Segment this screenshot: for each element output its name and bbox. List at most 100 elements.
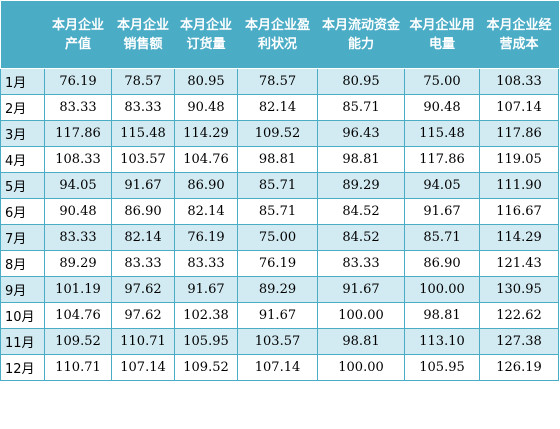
value-cell: 83.33: [317, 250, 405, 277]
value-cell: 96.43: [317, 120, 405, 147]
table-row: 9月 101.19 97.62 91.67 89.29 91.67 100.00 130.95: [0, 276, 559, 303]
value-cell: 109.52: [237, 120, 318, 147]
value-cell: 104.76: [44, 302, 112, 329]
table-row: 2月 83.33 83.33 90.48 82.14 85.71 90.48 107.14: [0, 94, 559, 121]
value-cell: 97.62: [111, 276, 175, 303]
value-cell: 76.19: [174, 224, 238, 251]
value-cell: 75.00: [237, 224, 318, 251]
month-cell: 5月: [0, 172, 45, 199]
value-cell: 109.52: [174, 354, 238, 381]
month-cell: 7月: [0, 224, 45, 251]
value-cell: 110.71: [44, 354, 112, 381]
value-cell: 110.71: [111, 328, 175, 355]
value-cell: 107.14: [111, 354, 175, 381]
value-cell: 108.33: [44, 146, 112, 173]
value-cell: 97.62: [111, 302, 175, 329]
value-cell: 98.81: [317, 146, 405, 173]
value-cell: 80.95: [317, 68, 405, 95]
value-cell: 84.52: [317, 224, 405, 251]
value-cell: 105.95: [174, 328, 238, 355]
value-cell: 85.71: [237, 198, 318, 225]
data-table: 本月企业产值 本月企业销售额 本月企业订货量 本月企业盈利状况 本月流动资金能力…: [0, 0, 559, 381]
value-cell: 105.95: [404, 354, 480, 381]
value-cell: 113.10: [404, 328, 480, 355]
header-operating-cost: 本月企业经营成本: [479, 0, 559, 69]
value-cell: 119.05: [479, 146, 559, 173]
month-cell: 3月: [0, 120, 45, 147]
value-cell: 90.48: [44, 198, 112, 225]
value-cell: 130.95: [479, 276, 559, 303]
value-cell: 103.57: [237, 328, 318, 355]
header-profitability: 本月企业盈利状况: [237, 0, 318, 69]
value-cell: 83.33: [111, 250, 175, 277]
value-cell: 104.76: [174, 146, 238, 173]
value-cell: 83.33: [44, 224, 112, 251]
table-row: 11月 109.52 110.71 105.95 103.57 98.81 113.10 12…: [0, 328, 559, 355]
value-cell: 76.19: [44, 68, 112, 95]
value-cell: 100.00: [317, 302, 405, 329]
value-cell: 126.19: [479, 354, 559, 381]
month-cell: 4月: [0, 146, 45, 173]
value-cell: 89.29: [44, 250, 112, 277]
table-header: 本月企业产值 本月企业销售额 本月企业订货量 本月企业盈利状况 本月流动资金能力…: [0, 0, 559, 69]
value-cell: 82.14: [174, 198, 238, 225]
value-cell: 117.86: [404, 146, 480, 173]
header-sales: 本月企业销售额: [111, 0, 175, 69]
table-row: 8月 89.29 83.33 83.33 76.19 83.33 86.90 121.43: [0, 250, 559, 277]
month-cell: 8月: [0, 250, 45, 277]
value-cell: 101.19: [44, 276, 112, 303]
value-cell: 91.67: [174, 276, 238, 303]
value-cell: 84.52: [317, 198, 405, 225]
value-cell: 83.33: [174, 250, 238, 277]
value-cell: 98.81: [404, 302, 480, 329]
table-row: 1月 76.19 78.57 80.95 78.57 80.95 75.00 108.33: [0, 68, 559, 95]
value-cell: 102.38: [174, 302, 238, 329]
month-cell: 11月: [0, 328, 45, 355]
header-orders: 本月企业订货量: [174, 0, 238, 69]
table-row: 5月 94.05 91.67 86.90 85.71 89.29 94.05 111.90: [0, 172, 559, 199]
value-cell: 83.33: [44, 94, 112, 121]
value-cell: 85.71: [404, 224, 480, 251]
table-row: 7月 83.33 82.14 76.19 75.00 84.52 85.71 114.29: [0, 224, 559, 251]
value-cell: 94.05: [44, 172, 112, 199]
value-cell: 85.71: [317, 94, 405, 121]
value-cell: 117.86: [44, 120, 112, 147]
value-cell: 86.90: [404, 250, 480, 277]
value-cell: 78.57: [237, 68, 318, 95]
value-cell: 100.00: [317, 354, 405, 381]
value-cell: 109.52: [44, 328, 112, 355]
value-cell: 89.29: [317, 172, 405, 199]
value-cell: 91.67: [237, 302, 318, 329]
value-cell: 116.67: [479, 198, 559, 225]
value-cell: 94.05: [404, 172, 480, 199]
value-cell: 115.48: [404, 120, 480, 147]
value-cell: 108.33: [479, 68, 559, 95]
table-row: 3月 117.86 115.48 114.29 109.52 96.43 115.48 117…: [0, 120, 559, 147]
value-cell: 75.00: [404, 68, 480, 95]
table-row: 10月 104.76 97.62 102.38 91.67 100.00 98.81 122.…: [0, 302, 559, 329]
value-cell: 122.62: [479, 302, 559, 329]
header-row: 本月企业产值 本月企业销售额 本月企业订货量 本月企业盈利状况 本月流动资金能力…: [0, 0, 559, 69]
value-cell: 115.48: [111, 120, 175, 147]
value-cell: 86.90: [111, 198, 175, 225]
value-cell: 127.38: [479, 328, 559, 355]
value-cell: 98.81: [317, 328, 405, 355]
value-cell: 107.14: [479, 94, 559, 121]
value-cell: 78.57: [111, 68, 175, 95]
value-cell: 86.90: [174, 172, 238, 199]
month-cell: 10月: [0, 302, 45, 329]
table-row: 6月 90.48 86.90 82.14 85.71 84.52 91.67 116.67: [0, 198, 559, 225]
value-cell: 90.48: [404, 94, 480, 121]
month-cell: 12月: [0, 354, 45, 381]
value-cell: 85.71: [237, 172, 318, 199]
value-cell: 103.57: [111, 146, 175, 173]
month-cell: 6月: [0, 198, 45, 225]
table-body: 1月 76.19 78.57 80.95 78.57 80.95 75.00 108.33 2月…: [0, 68, 559, 381]
value-cell: 89.29: [237, 276, 318, 303]
value-cell: 90.48: [174, 94, 238, 121]
value-cell: 107.14: [237, 354, 318, 381]
value-cell: 91.67: [111, 172, 175, 199]
value-cell: 114.29: [174, 120, 238, 147]
value-cell: 83.33: [111, 94, 175, 121]
value-cell: 80.95: [174, 68, 238, 95]
